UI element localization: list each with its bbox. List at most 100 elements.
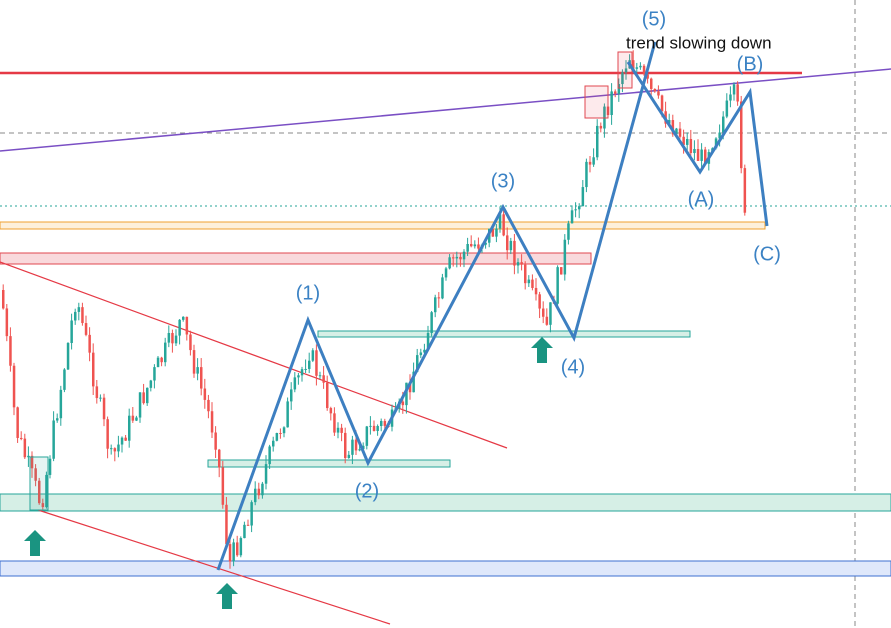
impulse-wave — [216, 41, 657, 571]
highlight-box — [617, 51, 633, 89]
candle-body — [246, 524, 250, 526]
candle-body — [228, 544, 232, 562]
candle-body — [149, 380, 153, 388]
candle-body — [174, 335, 178, 344]
candle-body — [477, 244, 480, 249]
candle-body — [5, 308, 9, 337]
arrow-up — [216, 583, 238, 609]
candle-body — [722, 116, 725, 133]
candle-body — [668, 120, 671, 124]
candle-body — [509, 240, 513, 251]
candle-body — [221, 467, 225, 505]
wave-label: (B) — [737, 53, 764, 75]
candle-body — [639, 65, 642, 68]
candle-body — [182, 316, 185, 320]
candle-body — [506, 235, 509, 251]
candle-body — [23, 438, 27, 458]
candle-body — [563, 239, 567, 275]
candle-body — [732, 84, 736, 95]
candle-body — [527, 279, 531, 284]
candle-body — [167, 333, 171, 343]
candle-body — [423, 349, 426, 353]
candle-body — [293, 377, 297, 390]
candle-body — [696, 149, 700, 161]
candle-body — [200, 367, 203, 389]
candle-body — [257, 488, 261, 496]
candle-body — [473, 244, 477, 247]
candle-body — [642, 65, 646, 75]
candle-body — [45, 474, 48, 508]
candle-body — [20, 437, 23, 439]
candle-body — [77, 307, 81, 312]
arrow-up — [24, 530, 46, 556]
candle-body — [268, 446, 271, 465]
candle-body — [347, 454, 351, 458]
candle-body — [164, 342, 167, 363]
wave-label: (1) — [296, 282, 320, 304]
candle-body — [9, 336, 12, 366]
candle-body — [336, 427, 340, 433]
candle-body — [84, 323, 88, 335]
candle-body — [578, 206, 581, 210]
candle-body — [95, 386, 99, 399]
candle-body — [498, 214, 502, 229]
candle-body — [2, 290, 5, 309]
candle-body — [671, 120, 675, 135]
candle-body — [570, 210, 574, 224]
candle-body — [704, 149, 707, 164]
candle-body — [714, 138, 718, 149]
candle-body — [88, 334, 91, 353]
candle-body — [542, 308, 545, 317]
candle-body — [120, 437, 124, 445]
candle-body — [192, 350, 196, 374]
candle-body — [459, 256, 462, 260]
correction-wave — [626, 61, 769, 227]
candle-body — [437, 297, 441, 299]
candle-body — [524, 264, 527, 284]
candle-body — [660, 95, 664, 112]
candle-body — [466, 243, 469, 252]
candle-body — [610, 91, 613, 116]
candle-body — [689, 139, 693, 154]
candle-body — [740, 101, 743, 169]
candle-body — [275, 433, 279, 441]
candle-body — [426, 333, 430, 350]
support-zone — [0, 560, 891, 577]
candle-body — [538, 294, 541, 309]
candle-body — [138, 392, 142, 418]
arrow-up — [531, 337, 553, 363]
candle-body — [650, 78, 653, 89]
annotation: trend slowing down — [626, 33, 772, 52]
wave-label: (2) — [355, 480, 379, 502]
highlight-box — [29, 456, 49, 511]
candle-body — [718, 132, 721, 139]
candle-body — [218, 449, 221, 468]
candle-body — [621, 72, 624, 85]
candle-body — [624, 68, 628, 73]
resistance-zone — [0, 252, 592, 265]
candle-body — [48, 458, 52, 475]
candle-body — [574, 209, 577, 211]
candle-body — [585, 161, 588, 188]
candle-body — [214, 432, 217, 450]
candle-body — [372, 425, 376, 431]
candle-body — [560, 267, 563, 275]
candle-body — [300, 369, 304, 376]
candle-body — [27, 455, 30, 458]
candle-body — [203, 388, 207, 400]
candle-body — [329, 408, 333, 414]
candle-body — [146, 387, 149, 404]
candle-body — [326, 382, 329, 409]
candle-body — [264, 464, 268, 484]
candle-body — [171, 333, 174, 344]
candle-body — [380, 420, 383, 426]
candle-body — [304, 368, 307, 370]
candle-body — [534, 287, 538, 295]
support-zone — [0, 493, 891, 512]
candle-body — [102, 397, 106, 420]
candle-body — [520, 262, 523, 265]
candle-body — [318, 375, 322, 377]
candle-body — [599, 125, 603, 129]
candle-body — [549, 302, 552, 325]
candle-body — [74, 311, 77, 321]
